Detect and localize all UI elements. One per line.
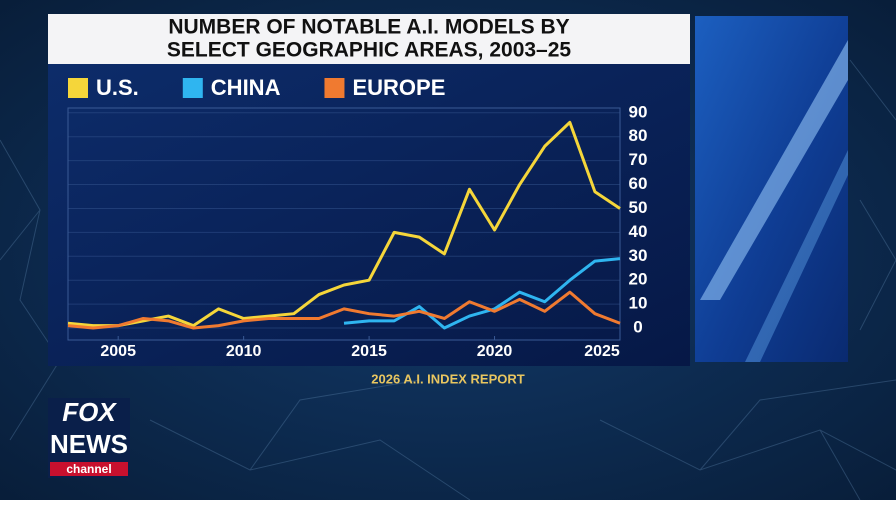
network-pattern xyxy=(0,59,896,501)
y-tick-label: 40 xyxy=(629,222,648,241)
x-tick-label: 2015 xyxy=(351,343,387,360)
logo-text: NEWS xyxy=(50,429,128,459)
series-line xyxy=(343,257,621,330)
y-tick-label: 70 xyxy=(629,150,648,169)
logo-text: FOX xyxy=(62,397,117,427)
y-tick-label: 60 xyxy=(629,174,648,193)
legend-swatch xyxy=(182,78,203,98)
y-tick-label: 90 xyxy=(629,102,648,121)
series-line xyxy=(67,120,621,328)
x-tick-label: 2020 xyxy=(477,343,513,360)
y-tick-label: 10 xyxy=(629,294,648,313)
chart-title: NUMBER OF NOTABLE A.I. MODELS BY xyxy=(168,16,569,39)
y-tick-label: 0 xyxy=(633,318,642,337)
legend-swatch xyxy=(68,78,88,98)
y-tick-label: 80 xyxy=(629,126,648,145)
legend-label: CHINA xyxy=(211,75,281,100)
chart-panel xyxy=(48,64,690,366)
plot-frame xyxy=(67,107,621,341)
legend-label: EUROPE xyxy=(352,75,445,100)
x-tick-label: 2010 xyxy=(226,343,262,360)
series-line xyxy=(67,290,621,330)
x-tick-label: 2025 xyxy=(584,343,620,360)
chart-title: SELECT GEOGRAPHIC AREAS, 2003–25 xyxy=(167,39,571,62)
x-tick-label: 2005 xyxy=(100,343,136,360)
legend-swatch xyxy=(324,78,345,98)
fox-logo: FOX NEWS channel xyxy=(48,397,130,478)
side-panel-streak xyxy=(700,40,848,300)
legend-label: U.S. xyxy=(96,75,139,100)
y-tick-label: 50 xyxy=(629,198,648,217)
title-box xyxy=(48,14,690,64)
source: 2026 A.I. INDEX REPORT xyxy=(371,371,524,386)
logo-text: channel xyxy=(66,462,111,476)
y-tick-label: 30 xyxy=(629,246,648,265)
logo-band xyxy=(50,462,128,476)
side-panel-streak xyxy=(745,150,848,362)
y-tick-label: 20 xyxy=(629,270,648,289)
